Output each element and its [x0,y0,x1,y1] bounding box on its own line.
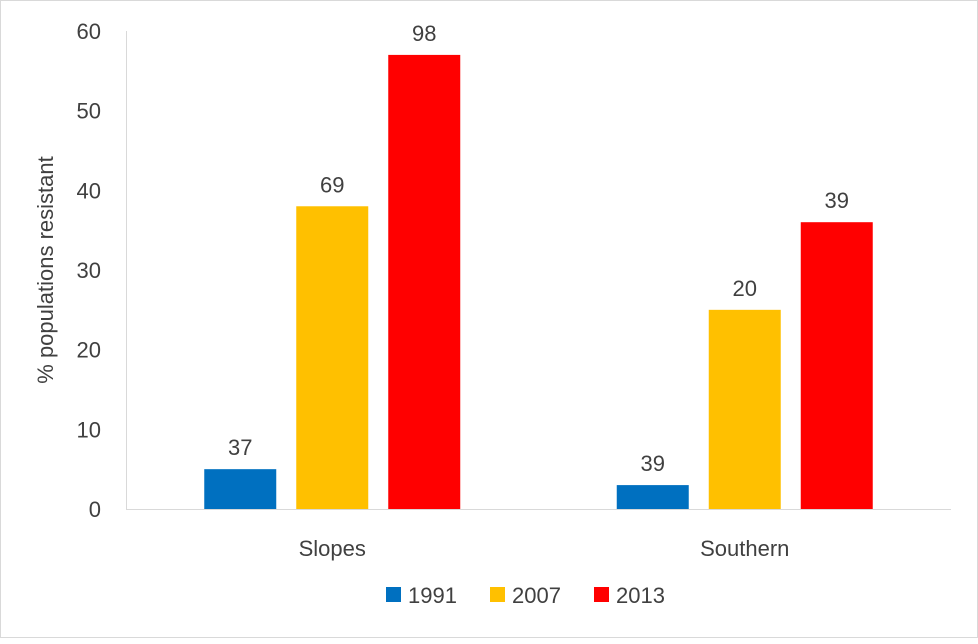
legend-swatch-1991 [386,587,401,602]
legend-label-1991: 1991 [408,583,457,608]
y-tick-label: 10 [77,417,101,442]
y-tick-label: 40 [77,178,101,203]
bar-2007-southern [708,309,781,509]
legend-swatch-2013 [594,587,609,602]
legend-label-2007: 2007 [512,583,561,608]
y-tick-label: 0 [89,497,101,522]
bar-1991-slopes [204,469,277,509]
data-label: 98 [412,21,436,46]
y-axis-label: % populations resistant [33,156,58,383]
data-label: 69 [320,172,344,197]
x-category-label: Slopes [299,536,366,561]
y-tick-label: 60 [77,19,101,44]
bar-2013-southern [800,222,873,509]
x-category-label: Southern [700,536,789,561]
data-label: 39 [641,451,665,476]
y-tick-label: 20 [77,338,101,363]
bar-1991-southern [616,485,689,509]
legend-label-2013: 2013 [616,583,665,608]
data-label: 37 [228,435,252,460]
data-label: 20 [733,276,757,301]
y-tick-label: 50 [77,99,101,124]
bar-2013-slopes [388,54,461,510]
legend-swatch-2007 [490,587,505,602]
y-tick-label: 30 [77,258,101,283]
data-label: 39 [825,188,849,213]
bar-2007-slopes [296,206,369,509]
